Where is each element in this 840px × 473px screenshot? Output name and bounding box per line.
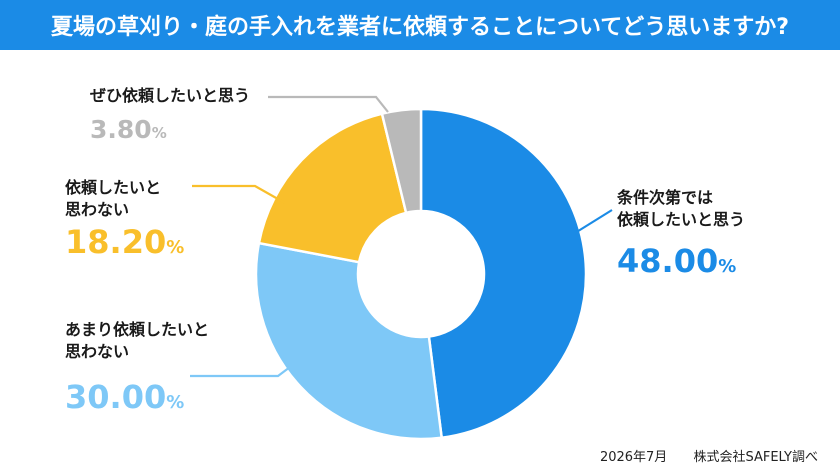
footer: 2026年7月 株式会社SAFELY調べ xyxy=(578,446,818,465)
slice-label-0-line-0: 条件次第では xyxy=(616,188,713,207)
leader-line-3 xyxy=(268,95,389,113)
slice-label-3-line-0: ぜひ依頼したいと思う xyxy=(90,86,250,105)
slice-label-2-line-0: 依頼したいと xyxy=(65,178,161,197)
slice-value-3: 3.80% xyxy=(90,115,167,144)
leader-line-0 xyxy=(574,209,613,234)
leader-line-1 xyxy=(190,366,291,378)
slice-value-0: 48.00% xyxy=(617,242,736,280)
slice-value-1: 30.00% xyxy=(65,378,184,416)
slice-label-1-line-0: あまり依頼したいと xyxy=(65,320,209,339)
pie-slice-3 xyxy=(380,107,423,215)
footer-source: 株式会社SAFELY調べ xyxy=(693,450,818,465)
footer-date: 2026年7月 xyxy=(599,450,668,465)
pie-slice-2 xyxy=(257,112,408,264)
pie-slice-0 xyxy=(419,107,588,440)
chart-title: 夏場の草刈り・庭の手入れを業者に依頼することについてどう思いますか? xyxy=(0,0,840,50)
slice-label-2-line-1: 思わない xyxy=(65,200,129,219)
slice-label-1-line-1: 思わない xyxy=(65,342,129,361)
leader-line-2 xyxy=(192,184,286,204)
pie-slice-1 xyxy=(254,241,444,441)
slice-label-0-line-1: 依頼したいと思う xyxy=(617,210,745,229)
slice-value-2: 18.20% xyxy=(65,223,184,261)
